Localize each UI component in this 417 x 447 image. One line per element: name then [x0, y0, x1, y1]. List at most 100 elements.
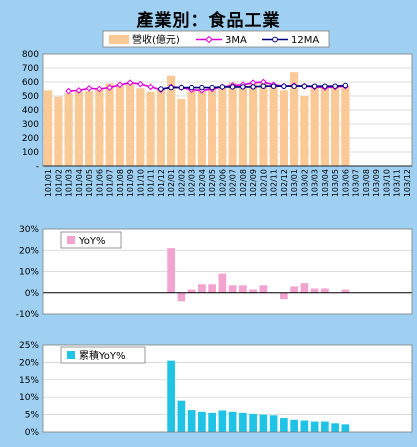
x-tick-label: 102/06	[218, 169, 227, 197]
revenue-bar	[290, 72, 299, 166]
x-tick-label: 101/08	[116, 169, 125, 197]
revenue-bar	[320, 86, 329, 166]
chart-title: 產業別：食品工業	[136, 11, 281, 31]
legend-swatch-cum-yoy	[67, 351, 75, 359]
cum-yoy-bar	[280, 418, 288, 432]
y-tick-label: 0%	[25, 289, 40, 299]
revenue-bar	[156, 89, 165, 166]
cum-yoy-bar	[218, 410, 227, 432]
cum-yoy-bar	[167, 360, 175, 432]
x-tick-label: 102/07	[229, 169, 238, 197]
revenue-bar	[341, 85, 350, 166]
revenue-bar	[115, 85, 124, 166]
x-tick-label: 102/03	[188, 169, 197, 197]
y-tick-label: 700	[22, 64, 39, 74]
ma12-point	[270, 83, 277, 89]
revenue-bar	[85, 91, 94, 166]
revenue-bar	[54, 96, 63, 166]
x-tick-label: 103/05	[331, 169, 340, 197]
revenue-bar	[44, 90, 53, 166]
x-tick-label: 101/07	[106, 169, 115, 197]
y-tick-label: 30%	[19, 225, 39, 235]
revenue-bar	[269, 86, 278, 166]
y-tick-label: 800	[22, 50, 39, 60]
ma12-point	[168, 84, 174, 91]
ma12-point	[311, 83, 318, 89]
cum-yoy-bar	[187, 410, 196, 432]
plot-border-cum-yoy	[42, 344, 413, 433]
revenue-bar	[187, 90, 196, 166]
ma12-point	[188, 84, 195, 91]
legend-marker-3ma	[205, 35, 213, 44]
x-tick-label: 103/10	[382, 169, 391, 197]
revenue-bar	[95, 89, 104, 166]
ma3-point	[96, 85, 103, 93]
x-tick-label: 103/04	[321, 169, 330, 197]
legend-label-cum-yoy: 累積YoY%	[79, 349, 126, 362]
yoy-bar	[208, 284, 216, 293]
y-tick-label: 400	[22, 106, 39, 116]
ma12-point	[301, 83, 308, 89]
yoy-bar	[239, 285, 247, 293]
x-tick-label: 102/02	[177, 169, 186, 197]
ma12-point	[219, 84, 226, 90]
ma12-point	[332, 83, 338, 89]
yoy-bar	[321, 288, 329, 293]
cum-yoy-bar	[228, 411, 237, 432]
x-tick-label: 102/09	[249, 169, 258, 197]
legend-yoy	[60, 231, 122, 249]
ma3-point	[65, 87, 72, 95]
revenue-bar	[146, 91, 155, 166]
revenue-bar	[197, 89, 206, 166]
y-tick-label: 20%	[19, 246, 39, 256]
y-tick-label: 300	[22, 120, 39, 130]
ma3-point	[85, 84, 93, 92]
yoy-bar	[187, 289, 196, 293]
revenue-bar	[331, 87, 340, 166]
y-tick-label: 100	[22, 148, 39, 158]
cum-yoy-bar	[331, 423, 339, 432]
revenue-bar	[208, 87, 217, 166]
yoy-bar	[249, 289, 257, 293]
yoy-bar	[177, 292, 186, 302]
revenue-bar	[74, 91, 83, 166]
yoy-bar	[290, 286, 298, 293]
x-tick-label: 101/04	[75, 169, 84, 197]
revenue-bar	[64, 93, 73, 166]
ma12-point	[281, 83, 287, 89]
ma3-point	[106, 84, 113, 91]
yoy-bar	[300, 283, 309, 293]
yoy-bar	[310, 288, 319, 293]
legend-swatch-revenue	[109, 35, 129, 44]
yoy-bar	[198, 284, 206, 293]
revenue-bar	[228, 82, 237, 166]
x-tick-label: 101/06	[95, 169, 104, 197]
legend-label-3ma: 3MA	[225, 35, 247, 46]
revenue-bar	[259, 82, 268, 166]
ma3-point	[147, 83, 154, 91]
x-tick-label: 101/10	[136, 169, 145, 197]
x-tick-label: 103/08	[362, 169, 371, 197]
x-tick-label: 101/03	[65, 169, 74, 197]
x-tick-label: 101/05	[85, 169, 94, 197]
ma3-point	[116, 81, 124, 89]
x-tick-label: 101/11	[147, 169, 156, 197]
revenue-bar	[218, 86, 227, 166]
x-tick-label: 103/01	[290, 169, 299, 197]
y-tick-label: 10%	[19, 268, 39, 278]
x-tick-label: 103/11	[393, 169, 402, 197]
plot-border-yoy	[42, 228, 413, 315]
ma12-point	[260, 83, 267, 89]
ma12-point	[199, 84, 205, 91]
legend-label-12ma: 12MA	[291, 35, 319, 46]
revenue-bar	[136, 88, 145, 166]
cum-yoy-bar	[198, 411, 206, 432]
legend-cum-yoy	[60, 346, 146, 364]
y-tick-label: 20%	[19, 358, 39, 368]
yoy-bar	[280, 292, 288, 300]
revenue-bar	[310, 87, 319, 166]
ma12-point	[322, 83, 328, 89]
revenue-bar	[249, 82, 258, 166]
